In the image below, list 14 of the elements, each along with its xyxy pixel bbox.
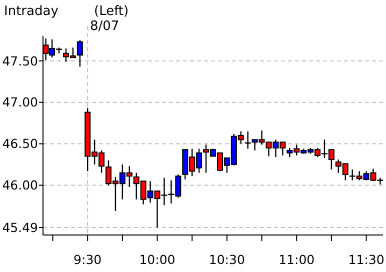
- y-tick-label: 47.00: [2, 94, 38, 110]
- candlestick: [76, 40, 83, 68]
- x-tick-label: 11:30: [348, 252, 384, 267]
- y-tick-label: 46.50: [2, 136, 38, 152]
- x-tick-label: 10:00: [139, 252, 176, 267]
- y-tick-label: 47.50: [2, 53, 38, 68]
- x-tick-label: 11:00: [278, 252, 315, 267]
- x-tick-label: 10:30: [208, 252, 245, 267]
- text: 8/07: [90, 19, 120, 34]
- y-tick-label: 46.00: [2, 178, 38, 193]
- text: (Left): [94, 4, 129, 19]
- chart-title: Intraday: [4, 4, 59, 19]
- x-tick-label: 9:30: [74, 252, 102, 267]
- y-tick-label: 45.49: [2, 220, 38, 235]
